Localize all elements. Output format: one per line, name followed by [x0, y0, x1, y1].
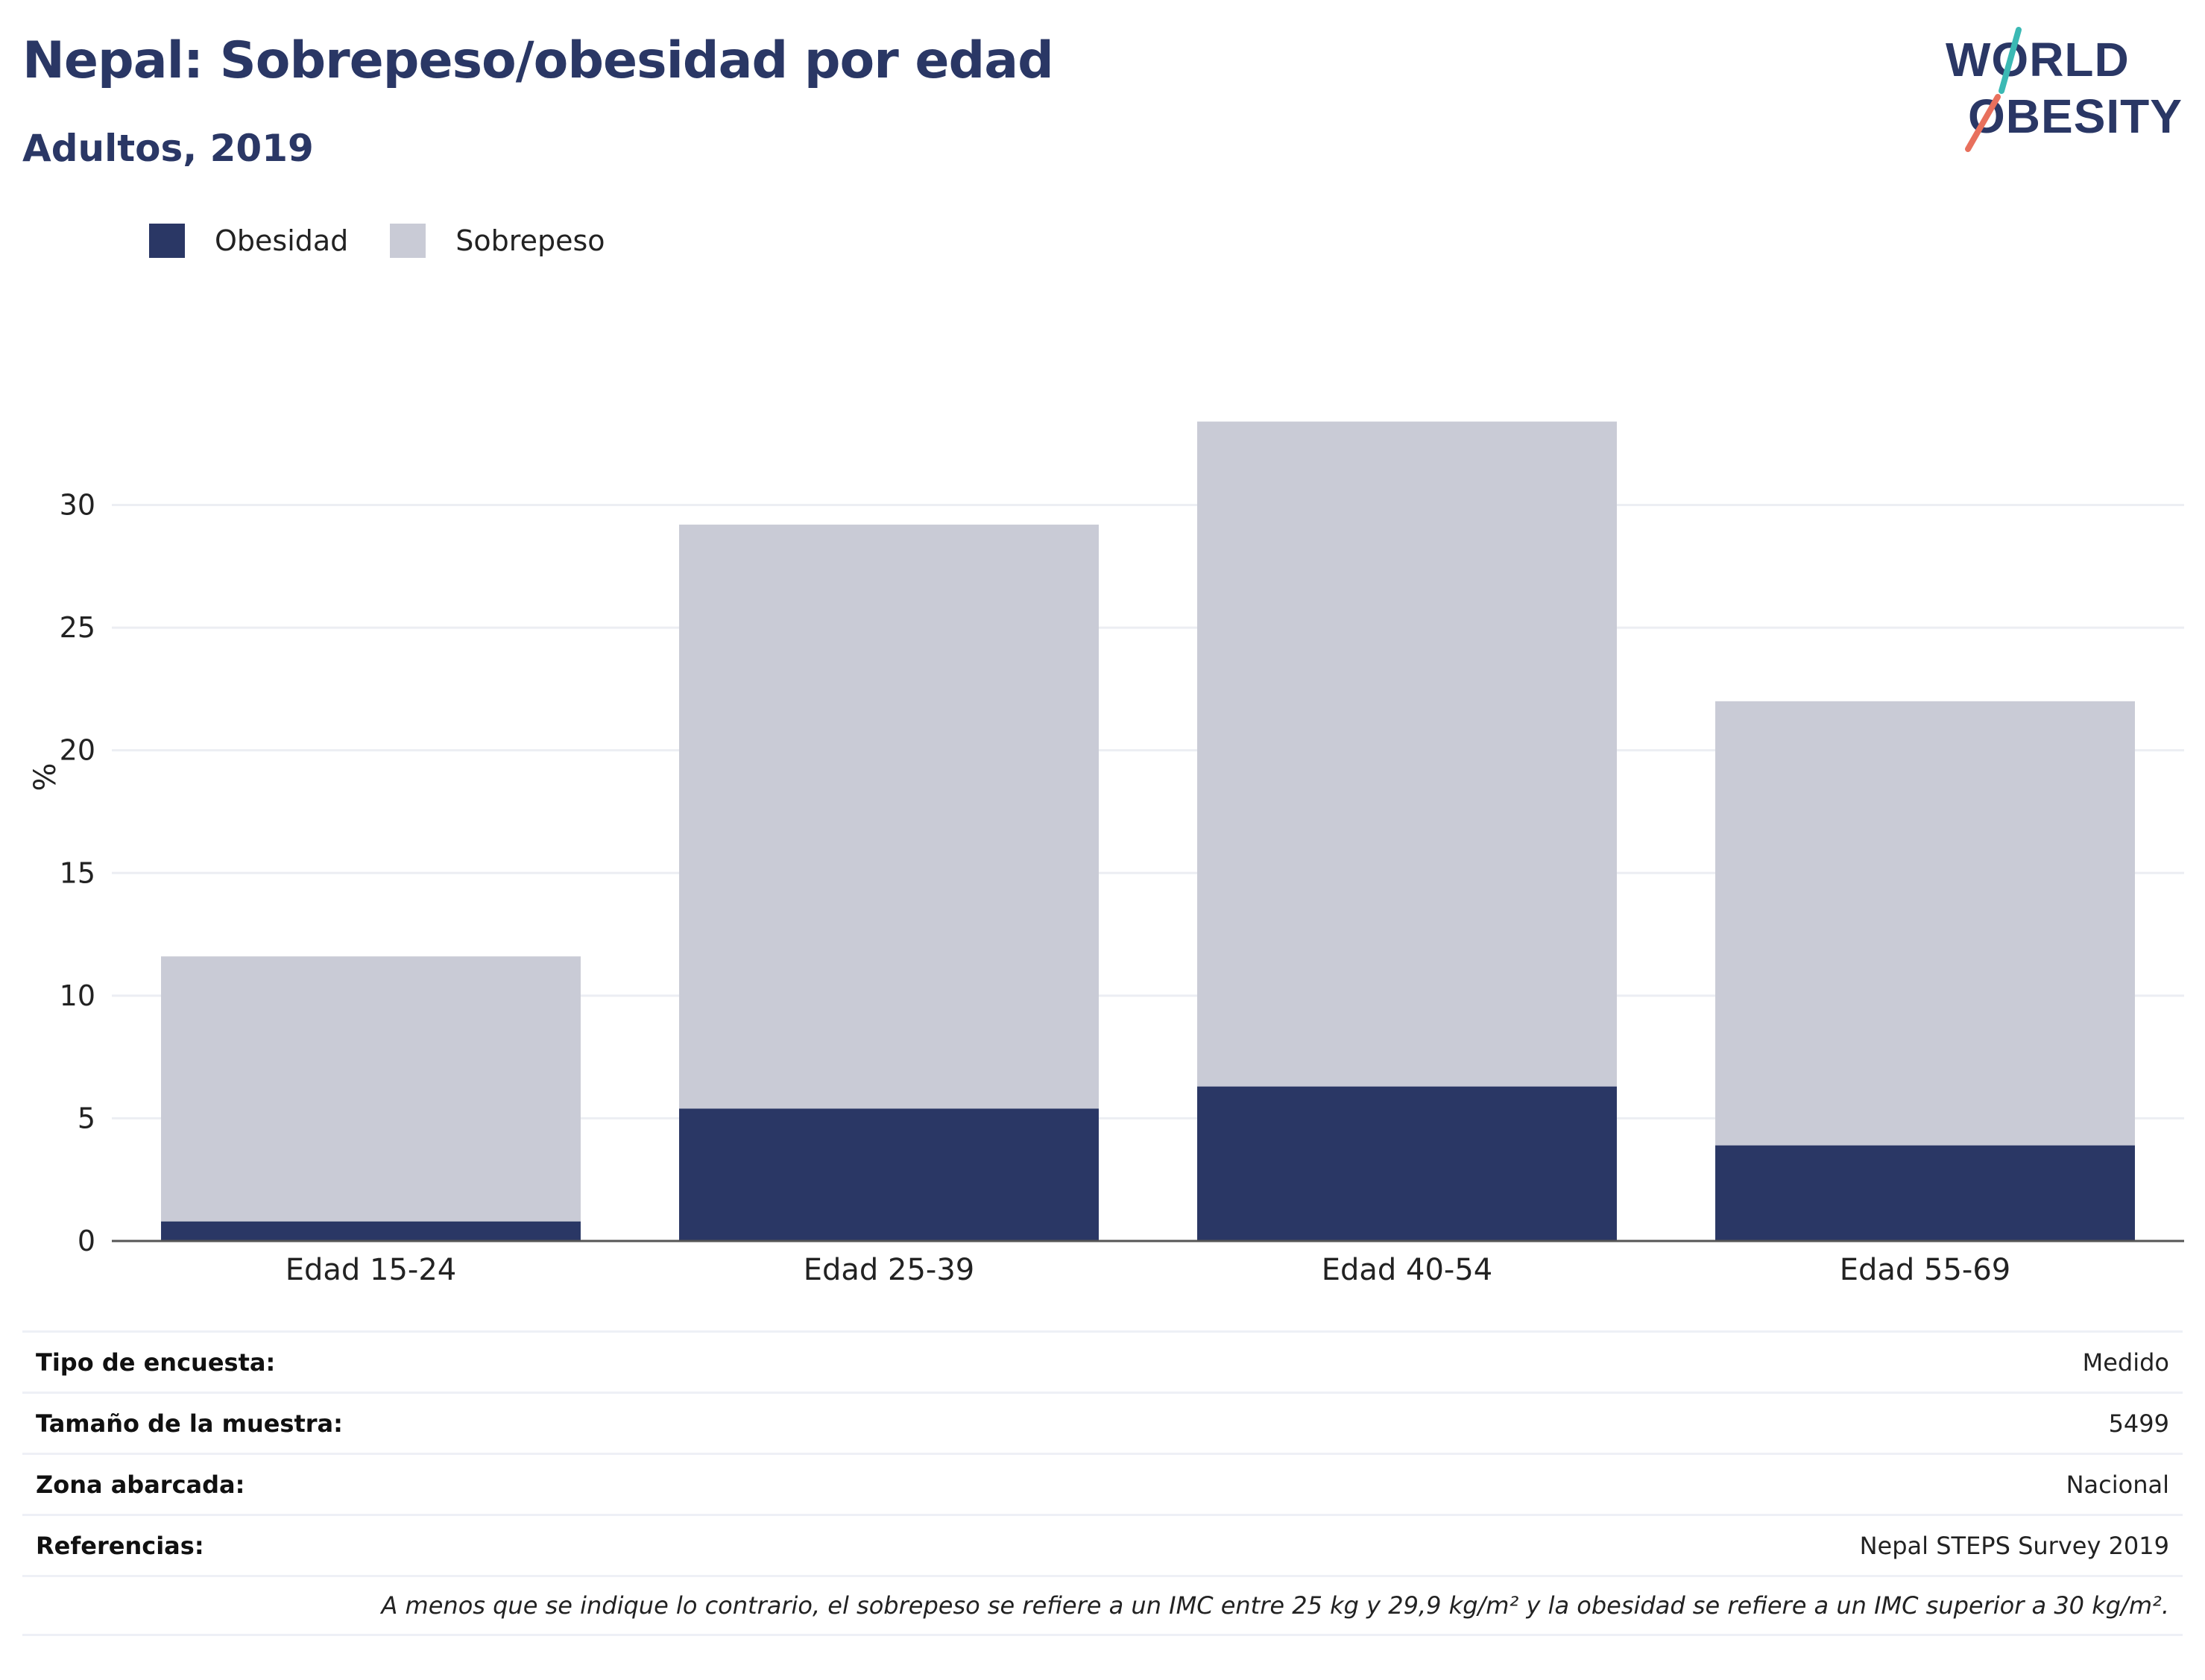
bar-obesidad-4 — [1715, 1145, 2135, 1241]
bar-obesidad-3 — [1197, 1086, 1617, 1241]
meta-key-area: Zona abarcada: — [36, 1470, 245, 1499]
meta-value-area: Nacional — [2066, 1470, 2169, 1499]
table-row: Zona abarcada: Nacional — [22, 1453, 2183, 1514]
y-tick-label: 25 — [60, 611, 95, 644]
meta-key-sample-size: Tamaño de la muestra: — [36, 1409, 343, 1438]
stacked-bar-chart: 0 5 10 15 20 25 30% Edad 15-24 Edad 25-39 Edad 40… — [28, 421, 2184, 1287]
logo-line2: OBESITY — [1968, 89, 2183, 143]
legend-label-sobrepeso: Sobrepeso — [455, 224, 605, 257]
y-tick-label: 30 — [60, 489, 95, 522]
table-row: Tipo de encuesta: Medido — [22, 1330, 2183, 1392]
bar-sobrepeso-3 — [1197, 421, 1617, 1087]
y-tick-label: 5 — [78, 1102, 95, 1134]
x-tick-label: Edad 15-24 — [286, 1253, 457, 1287]
meta-key-references: Referencias: — [36, 1531, 204, 1560]
definition-footnote: A menos que se indique lo contrario, el … — [381, 1591, 2169, 1620]
meta-key-survey-type: Tipo de encuesta: — [36, 1348, 276, 1377]
y-tick-label: 20 — [60, 734, 95, 767]
x-tick-label: Edad 40-54 — [1322, 1253, 1493, 1287]
y-tick-label: 15 — [60, 856, 95, 889]
table-row: Referencias: Nepal STEPS Survey 2019 — [22, 1514, 2183, 1575]
meta-value-references: Nepal STEPS Survey 2019 — [1859, 1531, 2169, 1560]
legend-swatch-obesidad — [149, 224, 185, 258]
y-tick-label: 10 — [60, 979, 95, 1012]
logo-line1: WORLD — [1946, 33, 2130, 86]
world-obesity-logo: WORLD OBESITY — [1946, 27, 2183, 152]
legend-swatch-sobrepeso — [390, 224, 426, 258]
logo-accent-coral — [1965, 94, 2001, 152]
y-axis-label: % — [28, 762, 63, 791]
survey-info-table: Tipo de encuesta: Medido Tamaño de la mu… — [22, 1330, 2183, 1636]
bar-sobrepeso-4 — [1715, 701, 2135, 1146]
x-tick-label: Edad 55-69 — [1840, 1253, 2011, 1287]
bar-obesidad-2 — [679, 1108, 1099, 1241]
bar-sobrepeso-2 — [679, 524, 1099, 1109]
legend-label-obesidad: Obesidad — [215, 224, 349, 257]
table-row: Tamaño de la muestra: 5499 — [22, 1392, 2183, 1453]
legend-item-obesidad[interactable]: Obesidad — [149, 224, 348, 258]
footnote-row: A menos que se indique lo contrario, el … — [22, 1575, 2183, 1636]
x-tick-label: Edad 25-39 — [804, 1253, 975, 1287]
chart-legend: Obesidad Sobrepeso — [149, 224, 647, 258]
logo-accent-teal — [1999, 27, 2022, 94]
meta-value-sample-size: 5499 — [2108, 1409, 2169, 1438]
chart-subtitle: Adultos, 2019 — [22, 127, 314, 170]
meta-value-survey-type: Medido — [2082, 1348, 2169, 1377]
chart-title: Nepal: Sobrepeso/obesidad por edad — [22, 31, 1054, 90]
bar-obesidad-1 — [161, 1221, 581, 1241]
y-tick-label: 0 — [78, 1225, 95, 1257]
legend-item-sobrepeso[interactable]: Sobrepeso — [390, 224, 605, 258]
bar-sobrepeso-1 — [161, 956, 581, 1222]
